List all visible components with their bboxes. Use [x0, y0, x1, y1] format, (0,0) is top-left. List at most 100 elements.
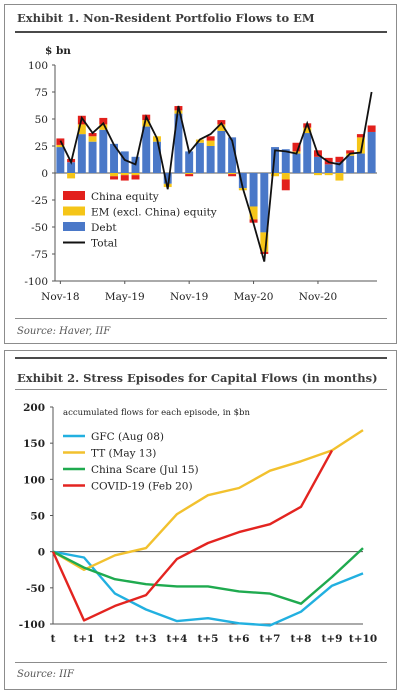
bar-segment — [356, 137, 365, 154]
bar-segment — [185, 174, 194, 177]
bar-segment — [99, 117, 108, 125]
bar-segment — [303, 133, 312, 173]
bar-segment — [292, 153, 301, 173]
exhibit-1-source: Source: Haver, IIF — [17, 326, 111, 337]
y-tick-label: 200 — [23, 402, 45, 414]
bar-segment — [217, 130, 226, 173]
series-line — [52, 429, 364, 571]
bar-segment — [120, 151, 129, 173]
y-tick-label: -100 — [24, 276, 48, 288]
y-tick-label: -50 — [26, 583, 45, 595]
x-tick-label: t+10 — [349, 633, 377, 645]
y-tick-label: 0 — [41, 168, 48, 180]
bar-segment — [335, 156, 344, 163]
x-tick-label: Nov-19 — [170, 291, 208, 303]
bar-segment — [313, 156, 322, 173]
y-tick-label: 75 — [35, 87, 48, 99]
legend-label: China Scare (Jul 15) — [91, 464, 199, 476]
exhibit-2-title-rule — [15, 389, 387, 390]
bar-segment — [56, 144, 65, 148]
bar-segment — [110, 143, 119, 173]
bar-segment — [217, 124, 226, 131]
exhibit-2-panel: Exhibit 2. Stress Episodes for Capital F… — [4, 350, 397, 690]
x-tick-label: t+6 — [229, 633, 250, 645]
bar-segment — [142, 126, 151, 173]
legend-label: COVID-19 (Feb 20) — [91, 481, 193, 493]
bar-segment — [281, 149, 290, 173]
y-tick-label: 50 — [30, 511, 45, 523]
bar-segment — [120, 175, 129, 181]
bar-segment — [228, 174, 237, 177]
legend-swatch — [63, 191, 85, 200]
bar-segment — [120, 173, 129, 176]
bar-segment — [356, 153, 365, 173]
series-line — [51, 449, 334, 622]
exhibit-2-title: Exhibit 2. Stress Episodes for Capital F… — [17, 371, 378, 385]
bar-segment — [228, 137, 237, 173]
bar-segment — [356, 134, 365, 138]
bar-segment — [185, 151, 194, 173]
x-tick-label: t+3 — [136, 633, 157, 645]
bar-segment — [206, 140, 215, 146]
x-tick-label: t+2 — [105, 633, 126, 645]
bar-segment — [110, 176, 119, 180]
bar-segment — [346, 155, 355, 173]
bar-segment — [110, 173, 119, 177]
bar-segment — [88, 136, 97, 142]
y-tick-label: 50 — [35, 114, 48, 126]
x-tick-label: Nov-18 — [41, 291, 79, 303]
series-line — [52, 550, 364, 627]
x-tick-label: May-19 — [105, 291, 145, 303]
bar-segment — [271, 173, 280, 177]
bar-segment — [131, 173, 140, 176]
series-line — [52, 547, 364, 605]
bar-segment — [249, 206, 258, 220]
legend-label: EM (excl. China) equity — [91, 207, 217, 219]
bar-segment — [206, 136, 215, 141]
bar-segment — [271, 147, 280, 173]
total-line — [59, 91, 373, 262]
bar-segment — [152, 141, 161, 173]
legend-swatch — [63, 206, 85, 216]
legend-label: GFC (Aug 08) — [91, 431, 164, 443]
bar-segment — [67, 162, 76, 173]
bar-segment — [206, 146, 215, 173]
x-tick-label: t+7 — [260, 633, 281, 645]
exhibit-1-chart: 100 75 50 25 0 -25 -50 -75 -100 $ bn Nov-18 May-19 N… — [24, 45, 377, 303]
bar-segment — [67, 173, 76, 179]
bar-segment — [281, 179, 290, 191]
bar-segment — [56, 147, 65, 173]
bar-segment — [195, 139, 204, 143]
y-tick-label: -50 — [31, 222, 48, 234]
bar-segment — [185, 173, 194, 175]
bar-segment — [260, 173, 269, 233]
y-tick-label: -75 — [31, 249, 48, 261]
x-tick-label: May-20 — [234, 291, 274, 303]
bar-segment — [99, 124, 108, 130]
x-tick-label: t — [51, 633, 56, 645]
bar-segment — [324, 173, 333, 176]
bar-segment — [281, 173, 290, 180]
bar-segment — [303, 127, 312, 134]
bar-segment — [163, 173, 172, 184]
bar-segment — [77, 124, 86, 135]
bar-segment — [99, 129, 108, 173]
exhibit-2-top-rule — [15, 357, 387, 359]
bar-segment — [88, 133, 97, 137]
exhibit-2-bottom-rule — [15, 662, 387, 663]
x-tick-label: t+5 — [198, 633, 219, 645]
bar-segment — [335, 162, 344, 173]
legend-label: China equity — [91, 191, 159, 203]
y-tick-label: 0 — [38, 547, 45, 559]
legend-label: TT (May 13) — [91, 448, 156, 460]
bar-segment — [260, 232, 269, 252]
bar-segment — [367, 125, 376, 132]
bar-segment — [292, 142, 301, 152]
bar-segment — [346, 150, 355, 154]
bar-segment — [238, 173, 247, 189]
x-tick-label: t+1 — [74, 633, 95, 645]
bar-segment — [174, 113, 183, 173]
y-tick-label: -100 — [19, 619, 45, 631]
bar-segment — [324, 164, 333, 173]
